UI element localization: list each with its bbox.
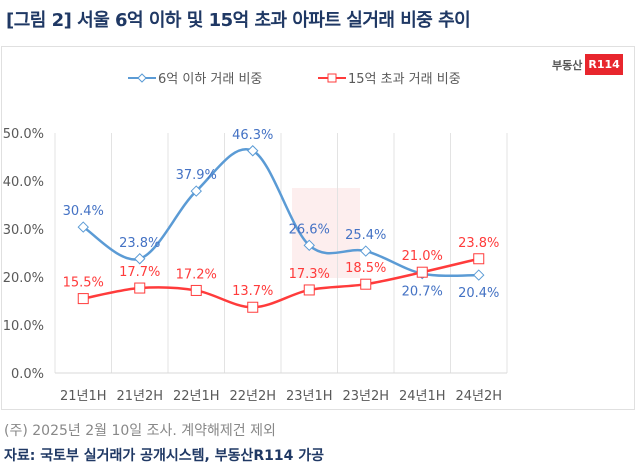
data-point-square [190, 284, 202, 296]
data-point-diamond [77, 221, 89, 233]
data-point-square [360, 278, 372, 290]
y-tick-label: 40.0% [3, 175, 44, 190]
data-point-square [303, 284, 315, 296]
data-point-diamond [247, 145, 259, 157]
data-label: 37.9% [176, 168, 217, 183]
x-tick-label: 23년1H [286, 389, 333, 404]
watermark-badge [292, 188, 360, 278]
x-tick-label: 22년1H [173, 389, 220, 404]
data-point-diamond [134, 253, 146, 265]
data-label: 17.7% [119, 265, 160, 280]
series-line [82, 147, 479, 278]
data-label: 25.4% [345, 228, 386, 243]
data-label: 17.2% [176, 267, 217, 282]
logo-badge: R114 [585, 54, 623, 75]
x-tick-label: 22년2H [229, 389, 276, 404]
logo: 부동산 R114 [552, 54, 623, 75]
data-label: 26.6% [289, 222, 330, 237]
logo-text: 부동산 [552, 58, 583, 72]
x-tick-label: 24년1H [399, 389, 446, 404]
data-point-diamond [473, 269, 485, 281]
data-label: 13.7% [232, 284, 273, 299]
data-point-square [77, 293, 89, 305]
chart-title: [그림 2] 서울 6억 이하 및 15억 초과 아파트 실거래 비중 추이 [6, 10, 471, 31]
x-tick-label: 24년2H [455, 389, 502, 404]
legend-square-marker [327, 73, 337, 83]
data-point-diamond [360, 245, 372, 257]
source-text: 자료: 국토부 실거래가 공개시스템, 부동산R114 가공 [4, 448, 325, 464]
data-label: 23.8% [458, 236, 499, 251]
data-point-diamond [190, 185, 202, 197]
y-tick-label: 50.0% [3, 127, 44, 142]
footnote: (주) 2025년 2월 10일 조사. 계약해제건 제외 [4, 423, 276, 439]
legend-label: 6억 이하 거래 비중 [158, 72, 262, 87]
legend-label: 15억 초과 거래 비중 [348, 72, 461, 87]
x-tick-label: 21년2H [116, 389, 163, 404]
data-label: 17.3% [289, 267, 330, 282]
chart-frame [1, 46, 635, 410]
y-tick-label: 20.0% [3, 271, 44, 286]
y-tick-label: 0.0% [11, 367, 44, 382]
data-label: 20.7% [402, 285, 443, 300]
data-label: 30.4% [63, 204, 104, 219]
y-tick-label: 30.0% [3, 223, 44, 238]
data-label: 46.3% [232, 128, 273, 143]
data-point-square [416, 266, 428, 278]
x-tick-label: 23년2H [342, 389, 389, 404]
x-tick-label: 21년1H [60, 389, 107, 404]
data-label: 18.5% [345, 261, 386, 276]
data-point-square [247, 301, 259, 313]
y-tick-label: 10.0% [3, 319, 44, 334]
data-label: 23.8% [119, 236, 160, 251]
legend-diamond-marker [137, 73, 147, 83]
data-label: 21.0% [402, 249, 443, 264]
data-label: 20.4% [458, 286, 499, 301]
data-point-square [134, 282, 146, 294]
data-point-square [473, 253, 485, 265]
data-label: 15.5% [63, 276, 104, 291]
data-point-diamond [303, 239, 315, 252]
